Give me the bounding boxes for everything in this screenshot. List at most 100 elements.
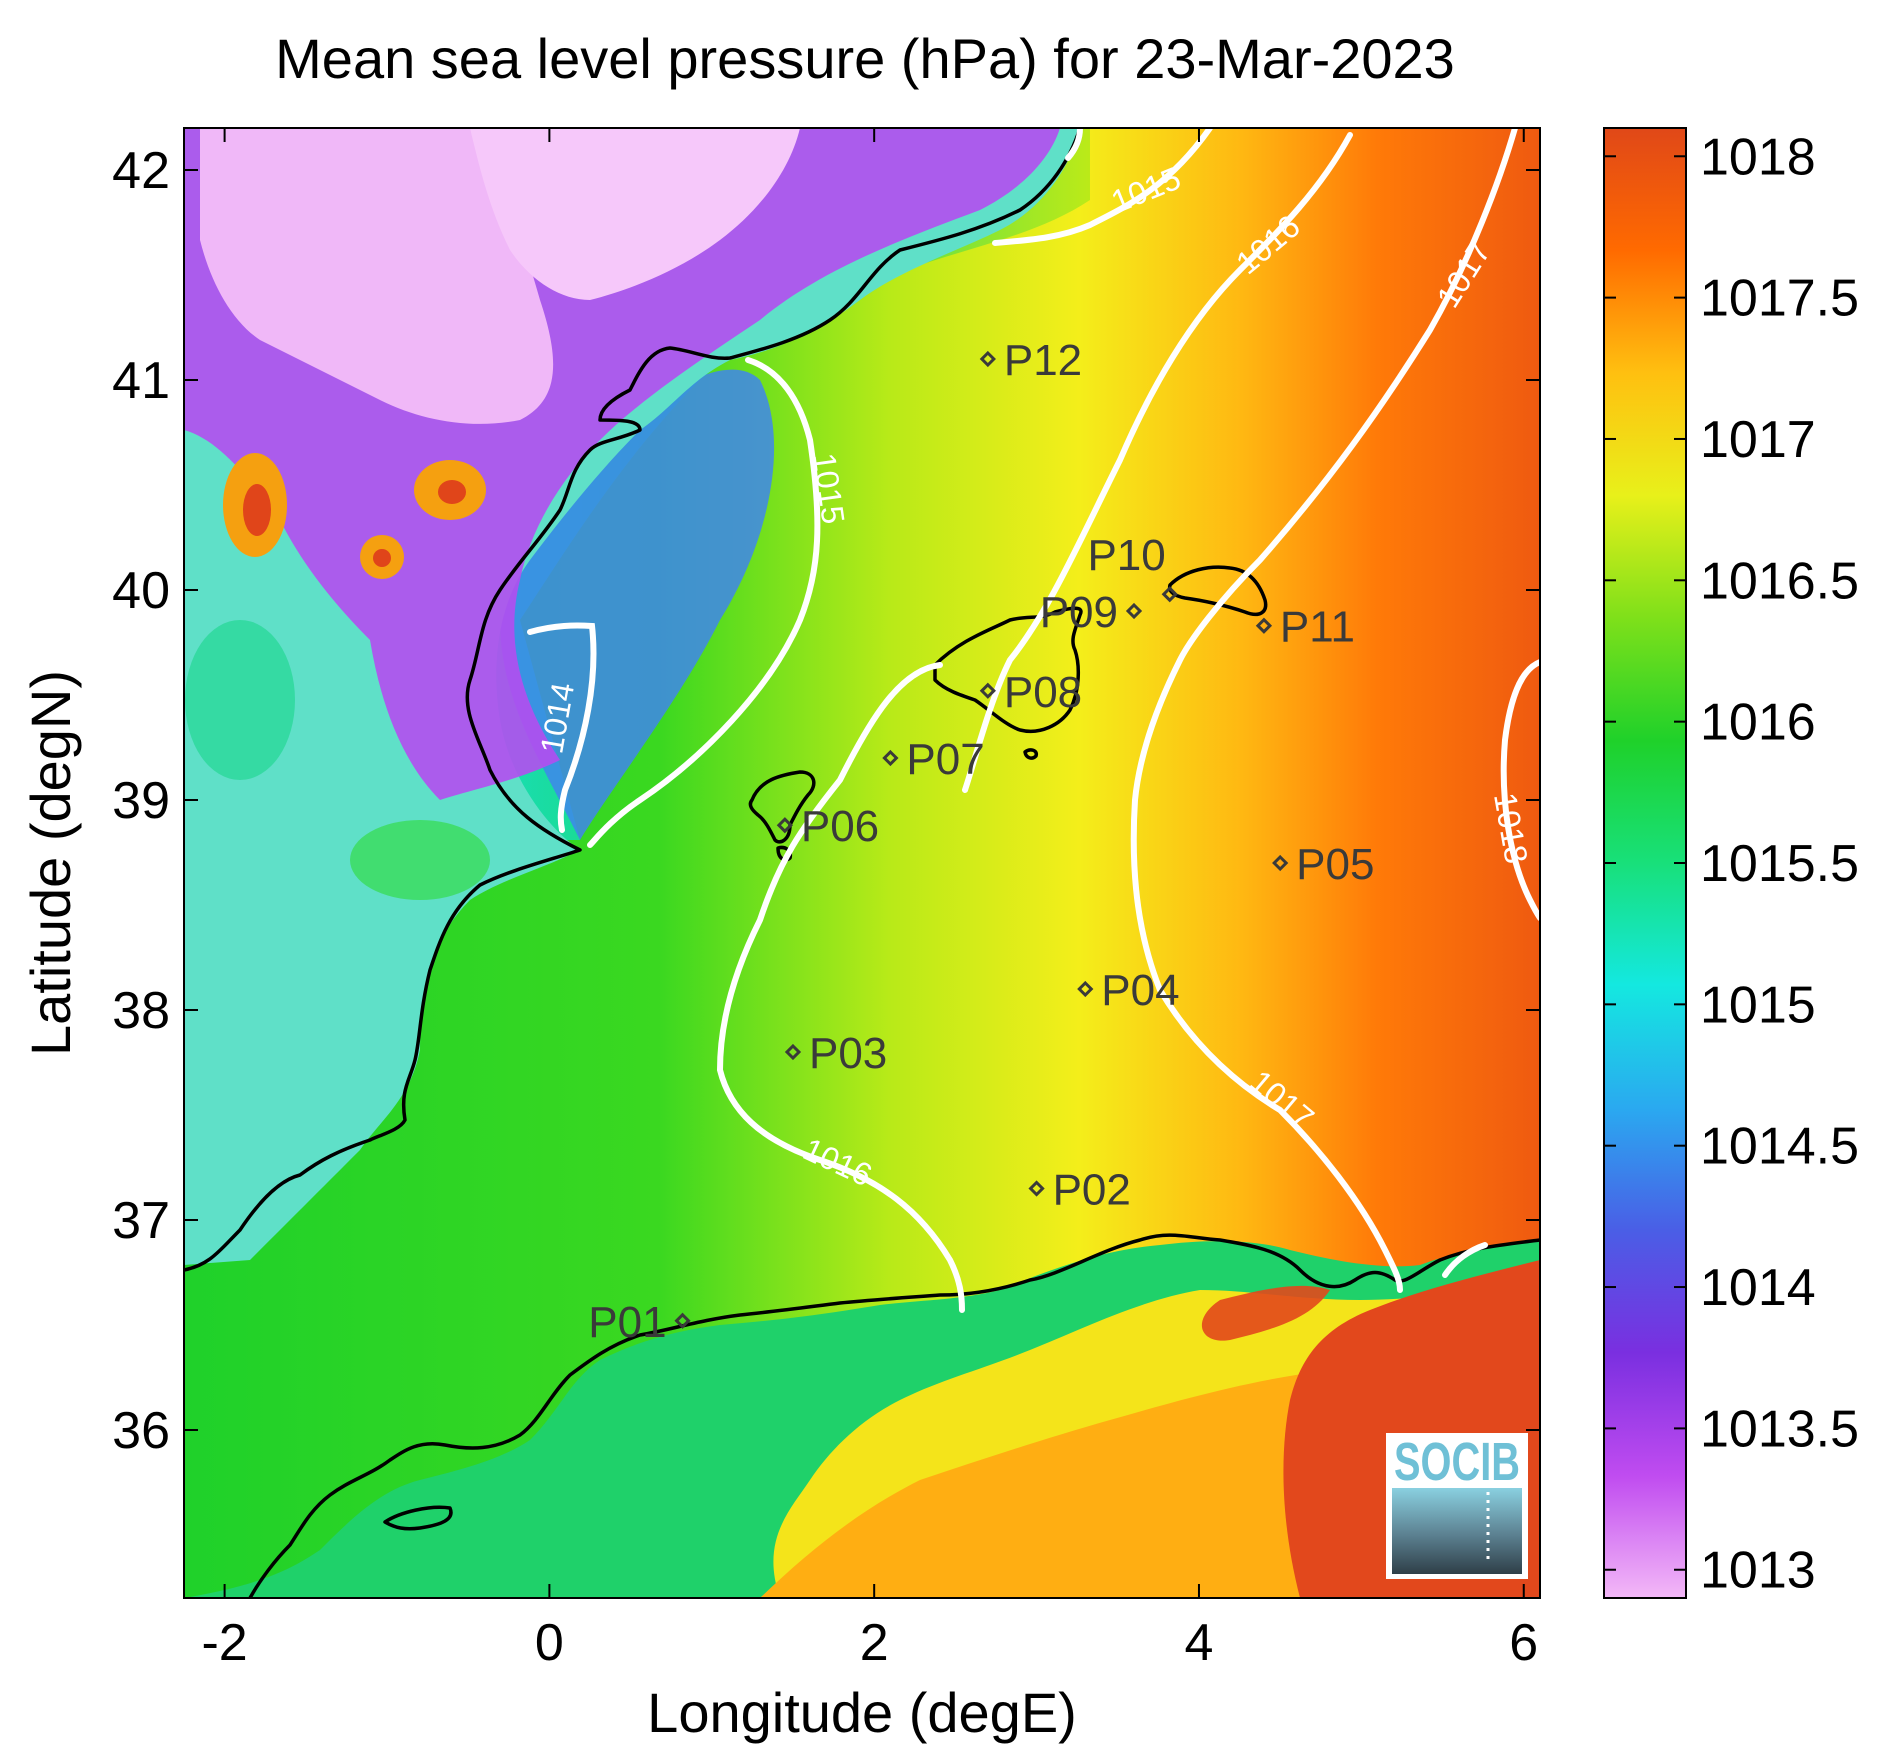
x-tick-label: 6 xyxy=(1509,1614,1538,1672)
station-p08: P08 xyxy=(979,668,1082,717)
iberia-green-patch-2 xyxy=(350,820,490,900)
contour-1015-west xyxy=(587,357,821,848)
alboran-island-coastline xyxy=(383,1505,453,1531)
station-marker-icon xyxy=(1077,980,1094,998)
station-marker-icon xyxy=(979,350,996,368)
station-label: P04 xyxy=(1101,966,1179,1015)
x-tick-label: 2 xyxy=(860,1614,889,1672)
colorbar-tick-label: 1017 xyxy=(1700,411,1816,469)
station-marker-icon xyxy=(784,1043,802,1061)
colorbar-ramp xyxy=(1603,127,1687,1599)
station-p06: P06 xyxy=(776,802,879,851)
station-marker-icon xyxy=(882,749,899,767)
coastlines xyxy=(184,128,1540,1598)
pressure-contours xyxy=(527,128,1540,1313)
station-label: P09 xyxy=(1040,588,1118,637)
station-label: P11 xyxy=(1280,603,1355,652)
contour-1018 xyxy=(1500,659,1540,921)
map-frame xyxy=(183,127,1541,1599)
y-tick-label: 41 xyxy=(112,352,170,410)
station-label: P12 xyxy=(1004,336,1082,385)
station-p05: P05 xyxy=(1272,840,1374,889)
colorbar-tick-label: 1017.5 xyxy=(1700,270,1859,328)
contour-1017 xyxy=(1130,128,1518,1293)
station-label: P03 xyxy=(809,1029,887,1078)
iberia-interior-pink-2 xyxy=(470,128,800,300)
x-tick-label: 4 xyxy=(1185,1614,1214,1672)
colorbar-tick-label: 1013 xyxy=(1700,1542,1816,1600)
iberia-green-patch xyxy=(185,620,295,780)
station-p01: P01 xyxy=(588,1298,691,1347)
iberia-interior-pink xyxy=(200,128,554,424)
africa-red-streak xyxy=(1201,1285,1330,1341)
station-markers: P01 P02 P03 P04 P05 P06 P07 P08 P09 P10 P11 P12 xyxy=(588,336,1374,1347)
contour-1015-north xyxy=(992,128,1213,246)
map-plot-area: 1014 1015 1015 1016 1016 1017 1017 1018 … xyxy=(184,128,1540,1598)
contour-1017-south xyxy=(1442,1242,1488,1278)
y-tick-label: 36 xyxy=(112,1402,170,1460)
socib-logo: SOCIB xyxy=(1386,1432,1528,1579)
station-label: P08 xyxy=(1004,668,1082,717)
station-marker-icon xyxy=(1028,1180,1045,1197)
station-marker-icon xyxy=(1125,602,1143,620)
station-p09: P09 xyxy=(1040,588,1143,637)
iberia-hotspot-1-core xyxy=(243,484,271,536)
y-axis-label: Latitude (degN) xyxy=(19,670,82,1056)
colorbar-tick-label: 1015 xyxy=(1700,976,1816,1034)
station-label: P02 xyxy=(1053,1166,1131,1215)
station-p07: P07 xyxy=(882,735,985,784)
station-label: P05 xyxy=(1296,840,1374,889)
y-tick-label: 37 xyxy=(112,1192,170,1250)
mallorca-coastline xyxy=(933,606,1083,733)
station-p11: P11 xyxy=(1255,603,1355,652)
colorbar-tick-label: 1013.5 xyxy=(1700,1400,1859,1458)
socib-logo-text: SOCIB xyxy=(1394,1432,1520,1492)
colorbar-ticks: 1013 1013.5 1014 1014.5 1015 1015.5 1016 1016.5… xyxy=(1604,128,1859,1600)
socib-logo-gradient xyxy=(1392,1488,1522,1574)
station-marker-icon xyxy=(1272,854,1289,872)
y-tick-label: 38 xyxy=(112,982,170,1040)
y-tick-label: 40 xyxy=(112,562,170,620)
station-marker-icon xyxy=(1161,586,1178,603)
station-label: P06 xyxy=(801,802,879,851)
sea-blue-core xyxy=(500,369,775,840)
africa-coastline xyxy=(248,1233,1540,1598)
colorbar-tick-label: 1016.5 xyxy=(1700,552,1859,610)
station-label: P10 xyxy=(1087,531,1165,580)
colorbar-tick-label: 1014.5 xyxy=(1700,1118,1859,1176)
station-label: P01 xyxy=(588,1298,666,1347)
station-marker-icon xyxy=(674,1312,691,1329)
x-tick-label: 0 xyxy=(535,1614,564,1672)
y-tick-label: 42 xyxy=(112,142,170,200)
formentera-coastline xyxy=(776,845,793,862)
station-p10: P10 xyxy=(1087,531,1178,603)
contour-1015-north-small xyxy=(1065,128,1083,161)
x-axis: -2 0 2 4 6 xyxy=(201,128,1538,1672)
colorbar: 1013 1013.5 1014 1014.5 1015 1015.5 1016 1016.5… xyxy=(1603,127,1859,1600)
colorbar-tick-label: 1018 xyxy=(1700,128,1816,186)
colorbar-tick-label: 1016 xyxy=(1700,694,1816,752)
menorca-coastline xyxy=(1167,565,1268,617)
station-p03: P03 xyxy=(784,1029,887,1078)
y-axis: 36 37 38 39 40 41 42 xyxy=(112,142,1540,1460)
station-p12: P12 xyxy=(979,336,1082,385)
cabrera-coastline xyxy=(1023,748,1039,760)
figure-title: Mean sea level pressure (hPa) for 23-Mar… xyxy=(275,27,1455,90)
colorbar-tick-label: 1015.5 xyxy=(1700,835,1859,893)
station-p04: P04 xyxy=(1077,966,1180,1015)
contour-1014 xyxy=(527,622,597,833)
station-marker-icon xyxy=(1255,617,1273,634)
iberia-coastline xyxy=(184,128,1082,1272)
station-p02: P02 xyxy=(1028,1166,1131,1215)
x-axis-label: Longitude (degE) xyxy=(647,1681,1077,1744)
station-marker-icon xyxy=(979,682,996,699)
contour-1016 xyxy=(716,132,1353,1313)
station-label: P07 xyxy=(906,735,984,784)
x-tick-label: -2 xyxy=(201,1614,247,1672)
y-tick-label: 39 xyxy=(112,772,170,830)
colorbar-tick-label: 1014 xyxy=(1700,1259,1816,1317)
iberia-hotspot-3-core xyxy=(373,549,391,567)
iberia-hotspot-2-core xyxy=(438,480,466,504)
station-marker-icon xyxy=(776,817,793,834)
